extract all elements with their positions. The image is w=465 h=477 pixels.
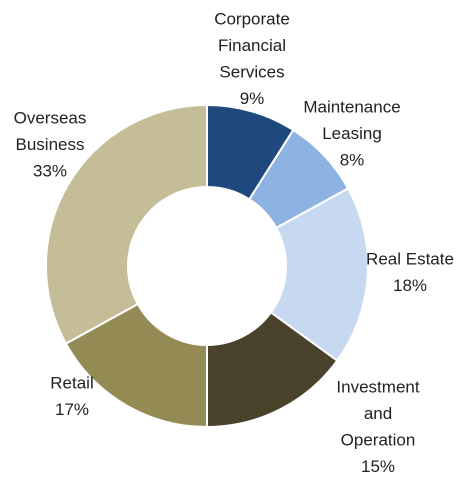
slice-value-label: 15% xyxy=(361,457,395,476)
donut-slice xyxy=(269,187,369,363)
slice-label: Overseas xyxy=(14,108,87,127)
slice-label: Services xyxy=(219,62,284,81)
slice-label: Real Estate xyxy=(366,249,454,268)
slice-value-label: 17% xyxy=(55,400,89,419)
slice-label: Retail xyxy=(50,373,93,392)
slice-label: Corporate xyxy=(214,9,290,28)
slice-value-label: 18% xyxy=(393,276,427,295)
donut-slice xyxy=(64,302,208,429)
slice-label: Leasing xyxy=(322,124,382,143)
slice-value-label: 33% xyxy=(33,161,67,180)
slice-value-label: 8% xyxy=(340,150,365,169)
slice-label: Investment xyxy=(336,377,419,396)
slice-value-label: 9% xyxy=(240,89,265,108)
slice-label: Financial xyxy=(218,36,286,55)
slice-label: and xyxy=(364,404,392,423)
slice-label: Maintenance xyxy=(303,97,400,116)
slice-label: Business xyxy=(16,135,85,154)
slice-label: Operation xyxy=(341,430,416,449)
donut-slice xyxy=(45,103,208,345)
